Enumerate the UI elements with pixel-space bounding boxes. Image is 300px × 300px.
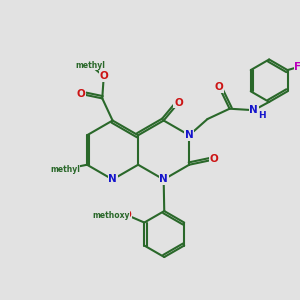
Text: O: O [123, 210, 132, 220]
Text: methyl: methyl [76, 61, 105, 70]
Text: O: O [174, 98, 183, 108]
Text: N: N [159, 175, 168, 184]
Text: F: F [294, 62, 300, 72]
Text: N: N [249, 105, 258, 115]
Text: N: N [108, 175, 117, 184]
Text: methyl: methyl [50, 165, 80, 174]
Text: O: O [99, 71, 108, 81]
Text: methoxy: methoxy [92, 211, 130, 220]
Text: H: H [258, 111, 266, 120]
Text: O: O [215, 82, 224, 92]
Text: N: N [185, 130, 194, 140]
Text: O: O [210, 154, 219, 164]
Text: O: O [77, 89, 85, 99]
